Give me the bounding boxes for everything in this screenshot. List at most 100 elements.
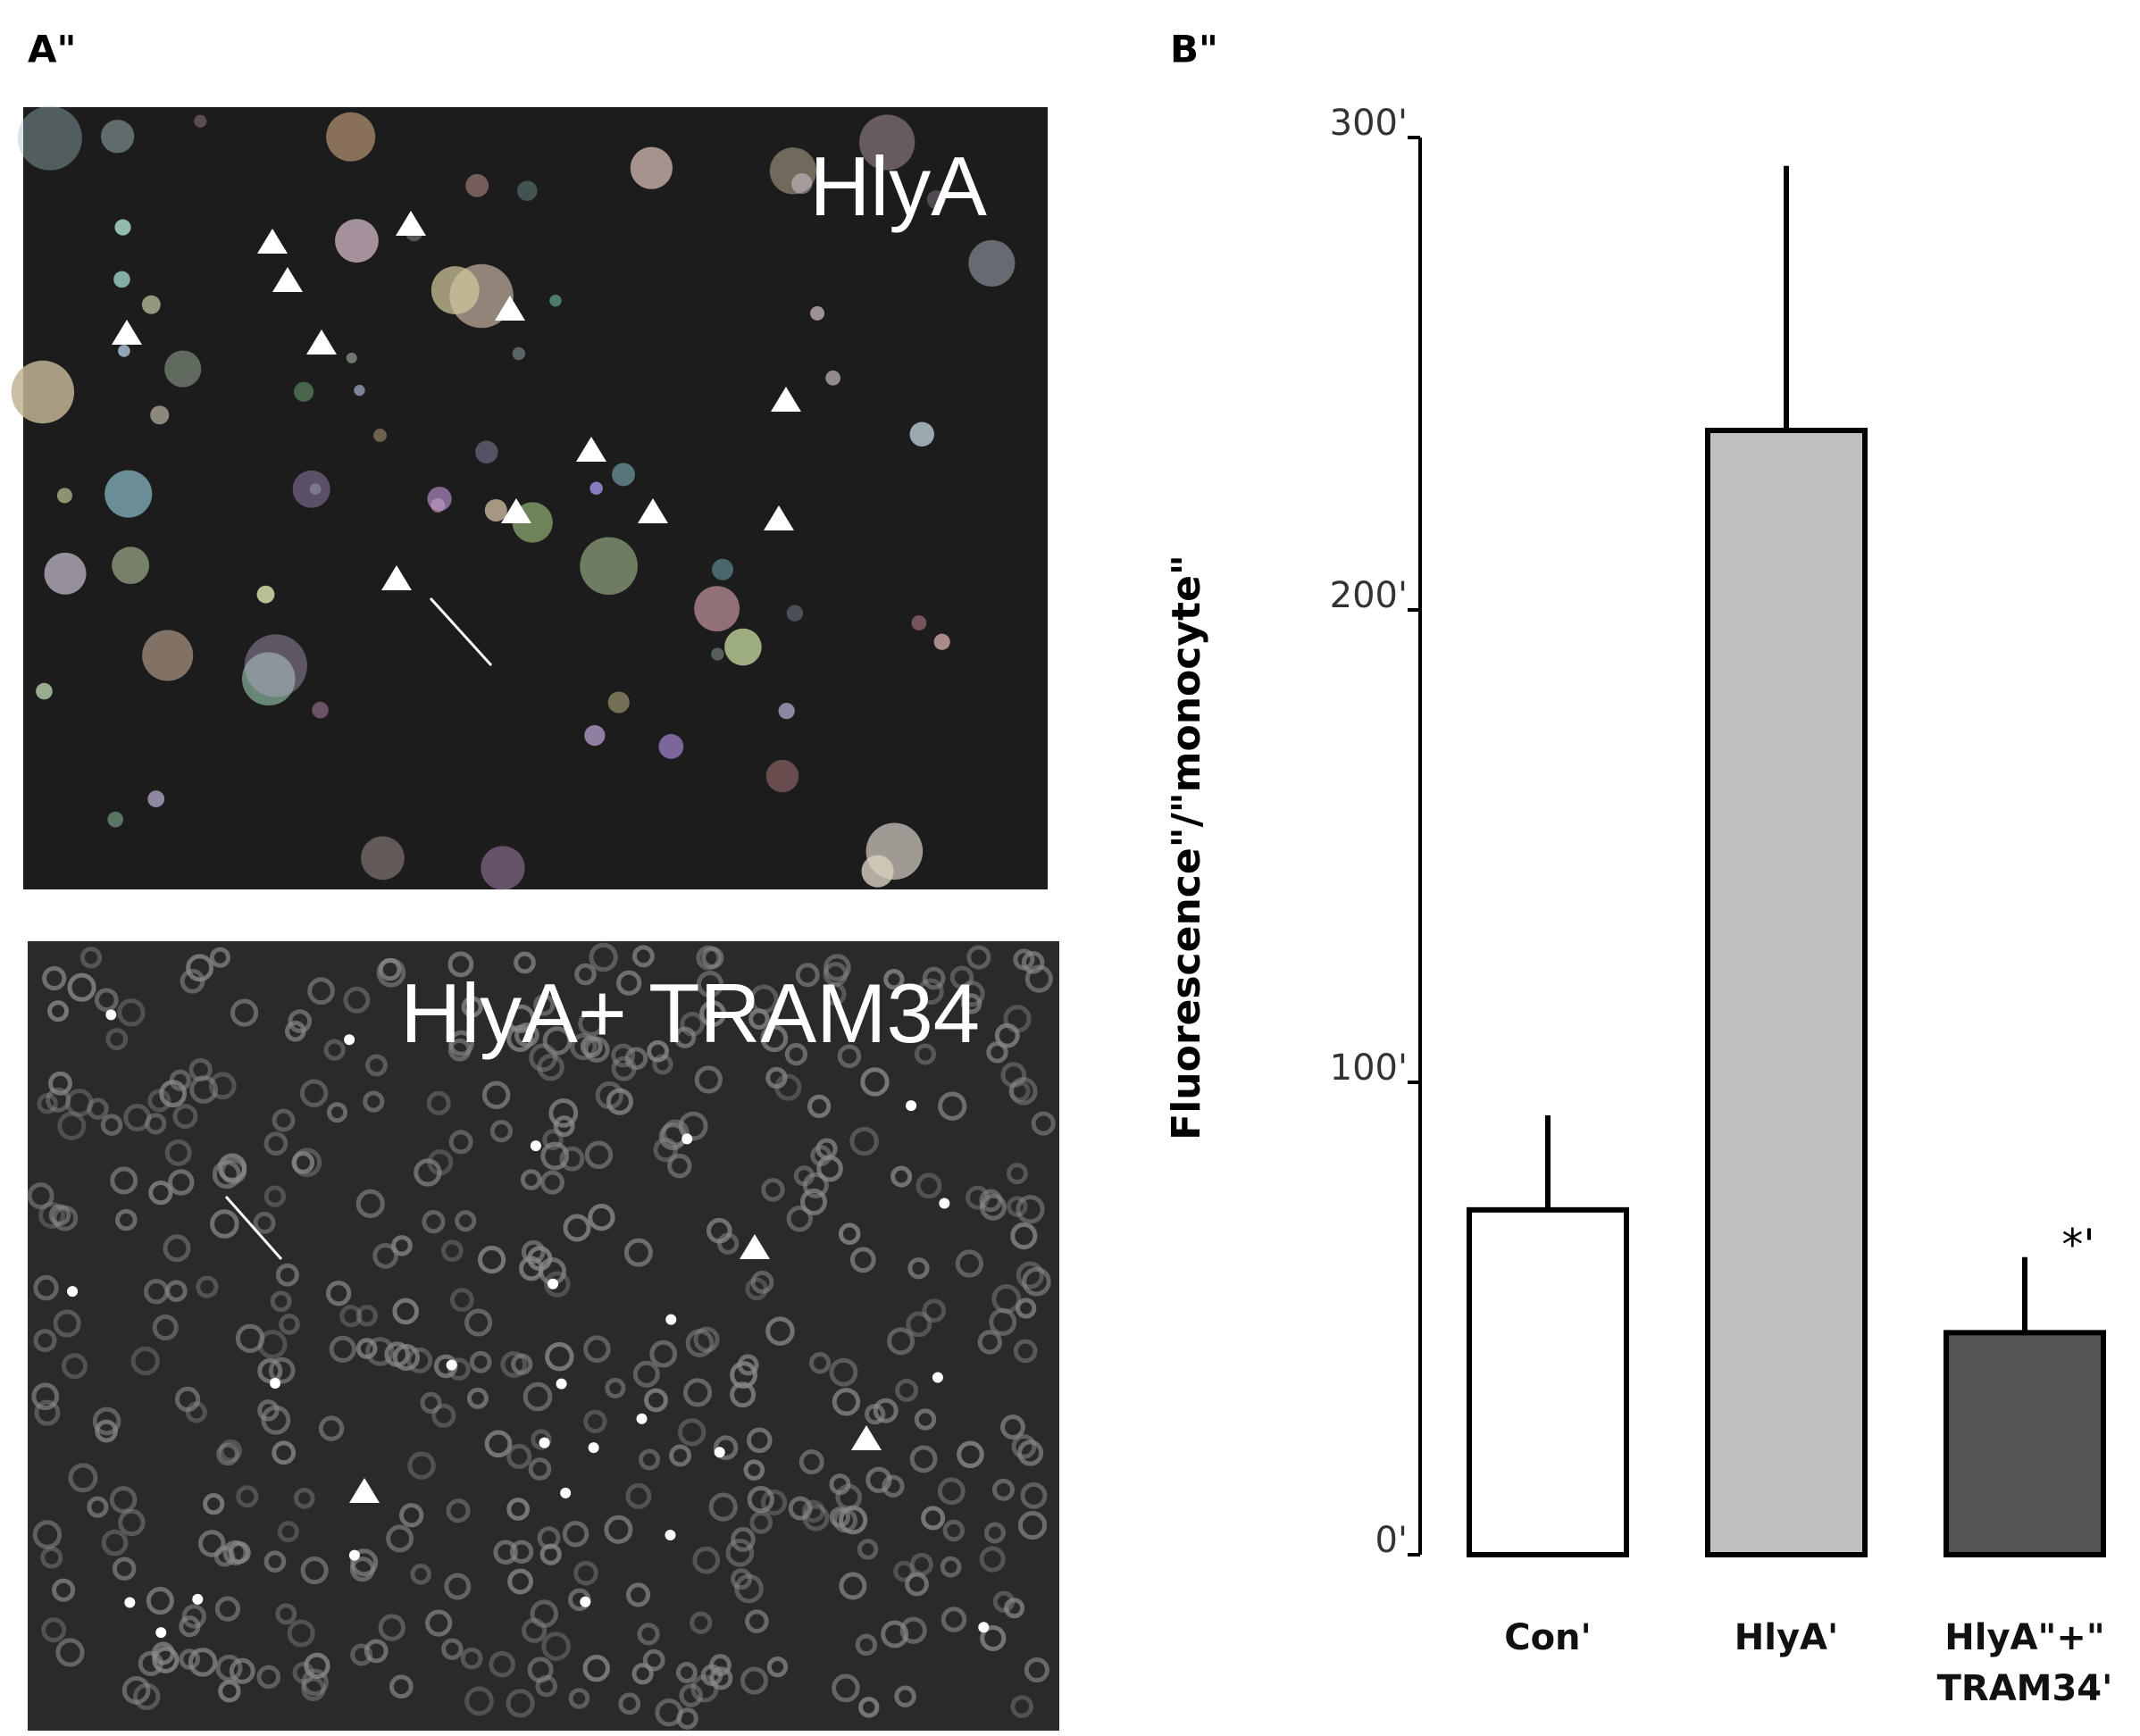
cell — [373, 429, 387, 442]
arrow — [429, 597, 493, 667]
cell — [883, 968, 905, 990]
cell — [67, 1286, 79, 1298]
cell — [146, 1587, 174, 1615]
cell — [540, 1141, 570, 1171]
cell — [786, 605, 804, 622]
cell — [694, 1065, 723, 1094]
cell — [580, 537, 638, 596]
cell — [810, 305, 825, 321]
cell — [142, 630, 194, 681]
cell — [531, 1429, 552, 1450]
cell — [506, 1689, 535, 1718]
cell — [287, 1619, 315, 1648]
cell — [105, 1028, 129, 1051]
cell — [118, 345, 130, 357]
cell — [309, 483, 322, 496]
cell — [966, 945, 991, 970]
micrograph — [11, 105, 1048, 890]
cell — [835, 1483, 863, 1511]
cell — [165, 1280, 188, 1302]
cell — [326, 1102, 348, 1123]
cell — [32, 1520, 63, 1549]
cell — [130, 1346, 160, 1376]
cell — [574, 963, 597, 986]
cell — [528, 1457, 552, 1481]
cell — [942, 1519, 966, 1542]
image-label: HlyA+ TRAM34 — [400, 966, 980, 1060]
cell — [712, 558, 734, 580]
cell — [506, 1024, 534, 1053]
cell — [33, 1274, 59, 1301]
cell — [711, 647, 724, 661]
cell — [716, 1232, 740, 1255]
cell — [506, 1004, 536, 1033]
cell — [354, 384, 365, 396]
cell — [230, 998, 259, 1027]
arrowhead — [349, 1478, 380, 1503]
cell — [667, 1153, 692, 1179]
cell — [275, 1263, 299, 1287]
cell — [391, 1235, 413, 1256]
cell — [678, 1111, 708, 1141]
cell — [514, 951, 536, 974]
cell — [253, 1211, 276, 1234]
cell — [909, 421, 934, 447]
y-axis-label: Fluorescence"/"monocyte" — [1164, 555, 1209, 1140]
bar — [1944, 1330, 2106, 1557]
cell — [977, 1330, 1003, 1355]
cell — [312, 701, 329, 719]
cell — [992, 1478, 1015, 1501]
cell — [894, 1685, 916, 1707]
cell — [1031, 1111, 1056, 1136]
cell — [301, 1668, 329, 1697]
cell — [1016, 1298, 1037, 1319]
cell — [392, 1298, 420, 1325]
cell — [832, 1388, 861, 1416]
cell — [673, 1026, 697, 1048]
cell — [209, 947, 231, 968]
cell — [873, 1398, 899, 1423]
cell — [607, 691, 630, 714]
cell — [658, 734, 684, 759]
arrowhead — [638, 498, 668, 523]
cell — [774, 1073, 802, 1101]
cell — [256, 1665, 281, 1690]
cell — [325, 1281, 352, 1306]
cell — [118, 1508, 146, 1537]
cell — [537, 1526, 561, 1550]
cell — [537, 1053, 564, 1081]
cell — [857, 1539, 879, 1560]
arrowhead — [495, 296, 525, 321]
cell — [858, 1697, 880, 1718]
cell — [188, 1648, 218, 1677]
cell — [464, 1308, 493, 1337]
cell — [55, 1638, 85, 1667]
arrowhead — [257, 229, 288, 254]
cell — [461, 996, 483, 1018]
cell — [115, 1208, 138, 1231]
cell — [493, 1540, 518, 1565]
cell — [105, 1009, 117, 1021]
cell — [938, 1091, 967, 1121]
cell — [506, 1498, 531, 1521]
cell — [750, 1270, 774, 1294]
cell — [155, 1627, 167, 1639]
cell — [307, 977, 335, 1006]
cell — [512, 346, 526, 361]
cell — [268, 1356, 296, 1384]
cell — [905, 1572, 929, 1597]
cell — [625, 1482, 652, 1509]
cell — [647, 1039, 670, 1063]
cell — [940, 1607, 967, 1632]
cell — [649, 1340, 678, 1368]
cell — [372, 1243, 398, 1269]
cell — [893, 1560, 915, 1582]
cell — [500, 1351, 528, 1378]
cell — [288, 1009, 313, 1033]
cell — [117, 998, 146, 1027]
cell — [113, 271, 130, 288]
cell — [906, 1100, 917, 1112]
cell — [911, 615, 927, 631]
cell — [604, 1515, 633, 1544]
cell — [539, 1170, 564, 1195]
